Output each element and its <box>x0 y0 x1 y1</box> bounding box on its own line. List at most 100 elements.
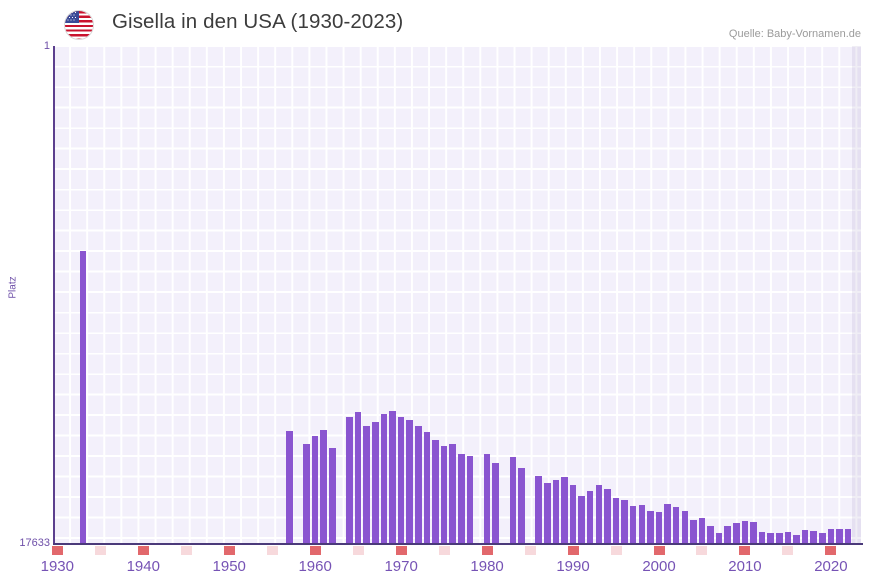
x-axis-tick-label: 1980 <box>470 558 504 575</box>
bar <box>406 419 413 544</box>
bar <box>750 522 757 544</box>
x-axis-line <box>53 543 863 545</box>
bar <box>380 414 388 544</box>
bar <box>543 483 551 544</box>
bar <box>372 422 379 544</box>
bar <box>784 532 792 544</box>
x-tick-mark-major <box>223 546 235 555</box>
bar <box>518 467 525 544</box>
bar <box>432 439 439 544</box>
bar <box>492 463 499 544</box>
x-axis-tick-label: 1940 <box>126 558 160 575</box>
bar <box>844 528 852 544</box>
bar <box>79 251 87 544</box>
x-tick-mark-major <box>567 546 579 555</box>
bar <box>423 431 431 544</box>
x-axis-tick-label: 1960 <box>298 558 332 575</box>
x-axis-tick-label: 2000 <box>642 558 676 575</box>
x-tick-mark-minor <box>524 546 536 555</box>
bar <box>733 522 740 544</box>
y-axis-tick-bottom: 17633 <box>19 537 50 549</box>
bar <box>612 497 620 544</box>
bar <box>449 444 456 544</box>
bar <box>578 495 585 544</box>
bar <box>664 504 671 544</box>
x-tick-mark-major <box>739 546 751 555</box>
bar <box>758 531 766 544</box>
x-axis-tick-label: 1930 <box>40 558 74 575</box>
bar <box>397 416 405 544</box>
x-tick-mark-major <box>481 546 493 555</box>
x-axis-tick-label: 1990 <box>556 558 590 575</box>
forecast-shaded-band <box>852 46 861 544</box>
page-title: Gisella in den USA (1930-2023) <box>112 10 404 33</box>
flag-stars <box>65 11 79 23</box>
x-tick-mark-minor <box>696 546 708 555</box>
bar <box>415 426 422 544</box>
bar <box>810 530 817 544</box>
source-label: Quelle: Baby-Vornamen.de <box>728 28 861 40</box>
x-tick-mark-major <box>395 546 407 555</box>
x-tick-mark-minor <box>610 546 622 555</box>
bar <box>604 488 611 544</box>
bar <box>320 430 328 544</box>
bar <box>311 436 319 544</box>
bar <box>329 448 336 544</box>
bar <box>440 446 448 544</box>
x-tick-mark-major <box>653 546 665 555</box>
bar <box>827 529 835 544</box>
bar <box>346 417 353 544</box>
bar <box>621 499 628 544</box>
x-axis-tick-label: 1950 <box>212 558 246 575</box>
x-tick-mark-major <box>309 546 321 555</box>
bar <box>707 526 714 544</box>
bar <box>286 431 293 544</box>
plot-area <box>53 46 861 544</box>
bar <box>561 476 568 544</box>
bar <box>363 425 370 544</box>
bar <box>569 485 577 544</box>
bar <box>647 510 654 544</box>
chart-header: Gisella in den USA (1930-2023) Quelle: B… <box>0 0 873 46</box>
bar <box>629 506 637 544</box>
bar <box>672 507 680 544</box>
bar <box>793 534 800 544</box>
y-axis-tick-top: 1 <box>43 40 50 52</box>
x-tick-mark-major <box>137 546 149 555</box>
y-axis-line <box>53 46 55 544</box>
bar <box>690 520 697 544</box>
x-tick-mark-minor <box>438 546 450 555</box>
bar <box>552 480 560 544</box>
x-tick-mark-minor <box>782 546 794 555</box>
bar <box>724 526 732 544</box>
bar <box>819 532 826 544</box>
bar <box>466 456 474 544</box>
x-axis-tick-label: 2010 <box>728 558 762 575</box>
plot-gridlines <box>53 46 861 544</box>
x-tick-mark-minor <box>352 546 364 555</box>
bar <box>776 532 783 544</box>
bar <box>458 454 465 544</box>
x-tick-mark-minor <box>94 546 106 555</box>
bar <box>595 484 603 544</box>
x-axis-tick-label: 1970 <box>384 558 418 575</box>
bar <box>586 490 594 544</box>
bar <box>741 520 749 544</box>
x-tick-mark-minor <box>266 546 278 555</box>
bar <box>698 517 706 544</box>
bar <box>767 533 774 544</box>
x-axis-tick-label: 2020 <box>814 558 848 575</box>
y-axis-title: Platz <box>7 276 19 299</box>
bar <box>801 530 809 544</box>
bar <box>681 510 689 544</box>
bar <box>354 412 362 544</box>
bar <box>483 453 491 544</box>
bar <box>638 504 646 544</box>
x-tick-mark-major <box>51 546 63 555</box>
bar <box>303 443 310 544</box>
x-tick-mark-minor <box>180 546 192 555</box>
bar <box>836 528 843 544</box>
bar <box>389 410 396 544</box>
bar <box>509 457 517 544</box>
